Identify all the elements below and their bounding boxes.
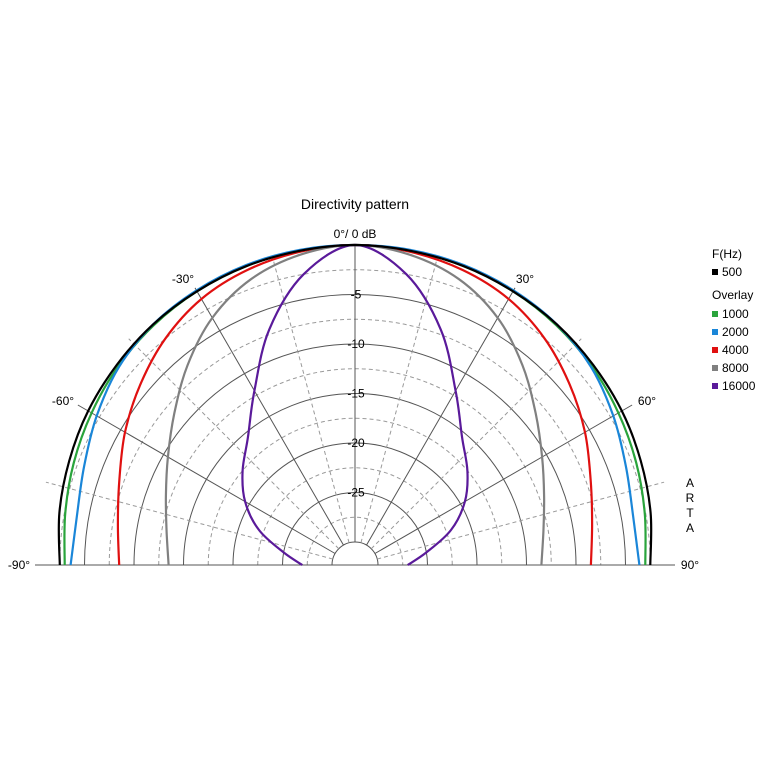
angle-label: -90°: [8, 558, 30, 572]
angle-label: -60°: [52, 394, 74, 408]
top-axis-label: 0°/ 0 dB: [334, 227, 377, 241]
brand-letter: T: [686, 506, 694, 520]
legend-overlay-header: Overlay: [712, 288, 753, 302]
legend-swatch: [712, 311, 718, 317]
grid-spoke: [366, 287, 516, 546]
axis-labels: -5 -10 -15 -20 -25 -90° -60° -30° 30° 60° 90°: [8, 272, 699, 572]
legend-swatch: [712, 269, 718, 275]
grid-spoke-minor: [377, 481, 665, 560]
legend-header: F(Hz): [712, 247, 742, 261]
grid-spoke: [194, 287, 344, 546]
legend-entry-1000: 1000: [722, 307, 749, 321]
grid-spoke-minor: [360, 255, 439, 543]
radial-tick-label: -10: [347, 337, 365, 351]
grid-spoke: [374, 404, 633, 554]
radial-tick-label: -25: [347, 486, 365, 500]
grid-spoke-minor: [128, 338, 340, 550]
brand-letter: A: [686, 521, 694, 535]
legend-entry-4000: 4000: [722, 343, 749, 357]
legend-swatch: [712, 329, 718, 335]
angle-label: 30°: [516, 272, 534, 286]
radial-tick-label: -5: [351, 288, 362, 302]
radial-tick-label: -15: [347, 387, 365, 401]
brand-letter: R: [686, 491, 695, 505]
grid-spoke-minor: [45, 481, 333, 560]
legend-swatch: [712, 365, 718, 371]
radial-tick-label: -20: [347, 436, 365, 450]
grid-ring-minor: [306, 516, 404, 566]
grid-spoke-minor: [271, 255, 350, 543]
brand-letter: A: [686, 476, 694, 490]
legend-entry-2000: 2000: [722, 325, 749, 339]
grid-spoke-minor: [370, 338, 582, 550]
angle-label: 60°: [638, 394, 656, 408]
grid-ring: [331, 541, 379, 566]
legend-swatch: [712, 383, 718, 389]
grid-spoke: [77, 404, 336, 554]
series-curve-500: [57, 243, 653, 566]
grid-ring-minor: [257, 467, 453, 566]
grid-ring-minor: [207, 417, 503, 566]
legend: F(Hz) 500 Overlay 1000 2000 4000 8000 16000: [712, 247, 756, 393]
legend-entry-500: 500: [722, 265, 742, 279]
angle-label: -30°: [172, 272, 194, 286]
series-curves: [57, 243, 653, 566]
legend-entry-16000: 16000: [722, 379, 756, 393]
legend-entry-8000: 8000: [722, 361, 749, 375]
polar-grid: [35, 245, 675, 566]
angle-label: 90°: [681, 558, 699, 572]
chart-title: Directivity pattern: [301, 196, 409, 212]
legend-swatch: [712, 347, 718, 353]
